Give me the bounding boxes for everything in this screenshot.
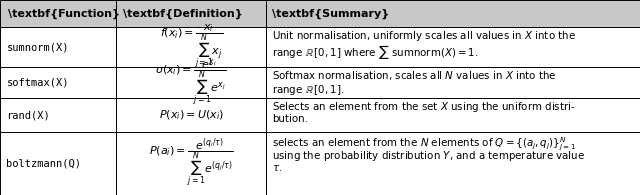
- Bar: [266, 27, 640, 67]
- Text: $\sigma(x_i) = \dfrac{e^{x_i}}{\sum_{j=1}^{N} e^{x_j}}$: $\sigma(x_i) = \dfrac{e^{x_i}}{\sum_{j=1…: [156, 58, 227, 108]
- Text: bution.: bution.: [272, 114, 308, 124]
- Bar: [116, 67, 266, 98]
- Bar: [266, 0, 640, 27]
- Text: $P(x_i) = U(x_i)$: $P(x_i) = U(x_i)$: [159, 108, 223, 122]
- Text: $f(x_i) = \dfrac{x_i}{\sum_{j=1}^{N} x_j}$: $f(x_i) = \dfrac{x_i}{\sum_{j=1}^{N} x_j…: [159, 23, 223, 71]
- Bar: [116, 0, 266, 27]
- Text: range $\mathbb{R}\,[0,1]$.: range $\mathbb{R}\,[0,1]$.: [272, 83, 344, 97]
- Bar: [0, 0, 116, 27]
- Text: Unit normalisation, uniformly scales all values in $X$ into the: Unit normalisation, uniformly scales all…: [272, 29, 576, 43]
- Text: boltzmann(Q): boltzmann(Q): [6, 158, 81, 168]
- Text: softmax(X): softmax(X): [6, 78, 69, 88]
- Text: Softmax normalisation, scales all $N$ values in $X$ into the: Softmax normalisation, scales all $N$ va…: [272, 69, 557, 82]
- Bar: [0, 67, 116, 98]
- Bar: [0, 132, 116, 195]
- Bar: [266, 98, 640, 132]
- Bar: [0, 27, 116, 67]
- Bar: [116, 132, 266, 195]
- Bar: [116, 27, 266, 67]
- Bar: [0, 98, 116, 132]
- Bar: [266, 67, 640, 98]
- Text: $P(a_i) = \dfrac{e^{(q_i/\tau)}}{\sum_{j=1}^{N} e^{(q_j/\tau)}}$: $P(a_i) = \dfrac{e^{(q_i/\tau)}}{\sum_{j…: [148, 137, 234, 190]
- Text: range $\mathbb{R}\,[0,1]$ where $\sum$ sumnorm$(X) = 1$.: range $\mathbb{R}\,[0,1]$ where $\sum$ s…: [272, 43, 478, 61]
- Bar: [266, 132, 640, 195]
- Bar: [116, 98, 266, 132]
- Text: using the probability distribution $Y$, and a temperature value: using the probability distribution $Y$, …: [272, 149, 585, 163]
- Text: \textbf{Summary}: \textbf{Summary}: [272, 8, 389, 19]
- Text: $\tau$.: $\tau$.: [272, 163, 282, 173]
- Text: sumnorm(X): sumnorm(X): [6, 42, 69, 52]
- Text: \textbf{Function}: \textbf{Function}: [8, 8, 120, 19]
- Text: rand(X): rand(X): [6, 110, 50, 120]
- Text: Selects an element from the set $X$ using the uniform distri-: Selects an element from the set $X$ usin…: [272, 100, 575, 114]
- Text: \textbf{Definition}: \textbf{Definition}: [123, 8, 243, 19]
- Text: selects an element from the $N$ elements of $Q = \{(a_j, q_j)\}_{j=1}^{N}$: selects an element from the $N$ elements…: [272, 135, 576, 152]
